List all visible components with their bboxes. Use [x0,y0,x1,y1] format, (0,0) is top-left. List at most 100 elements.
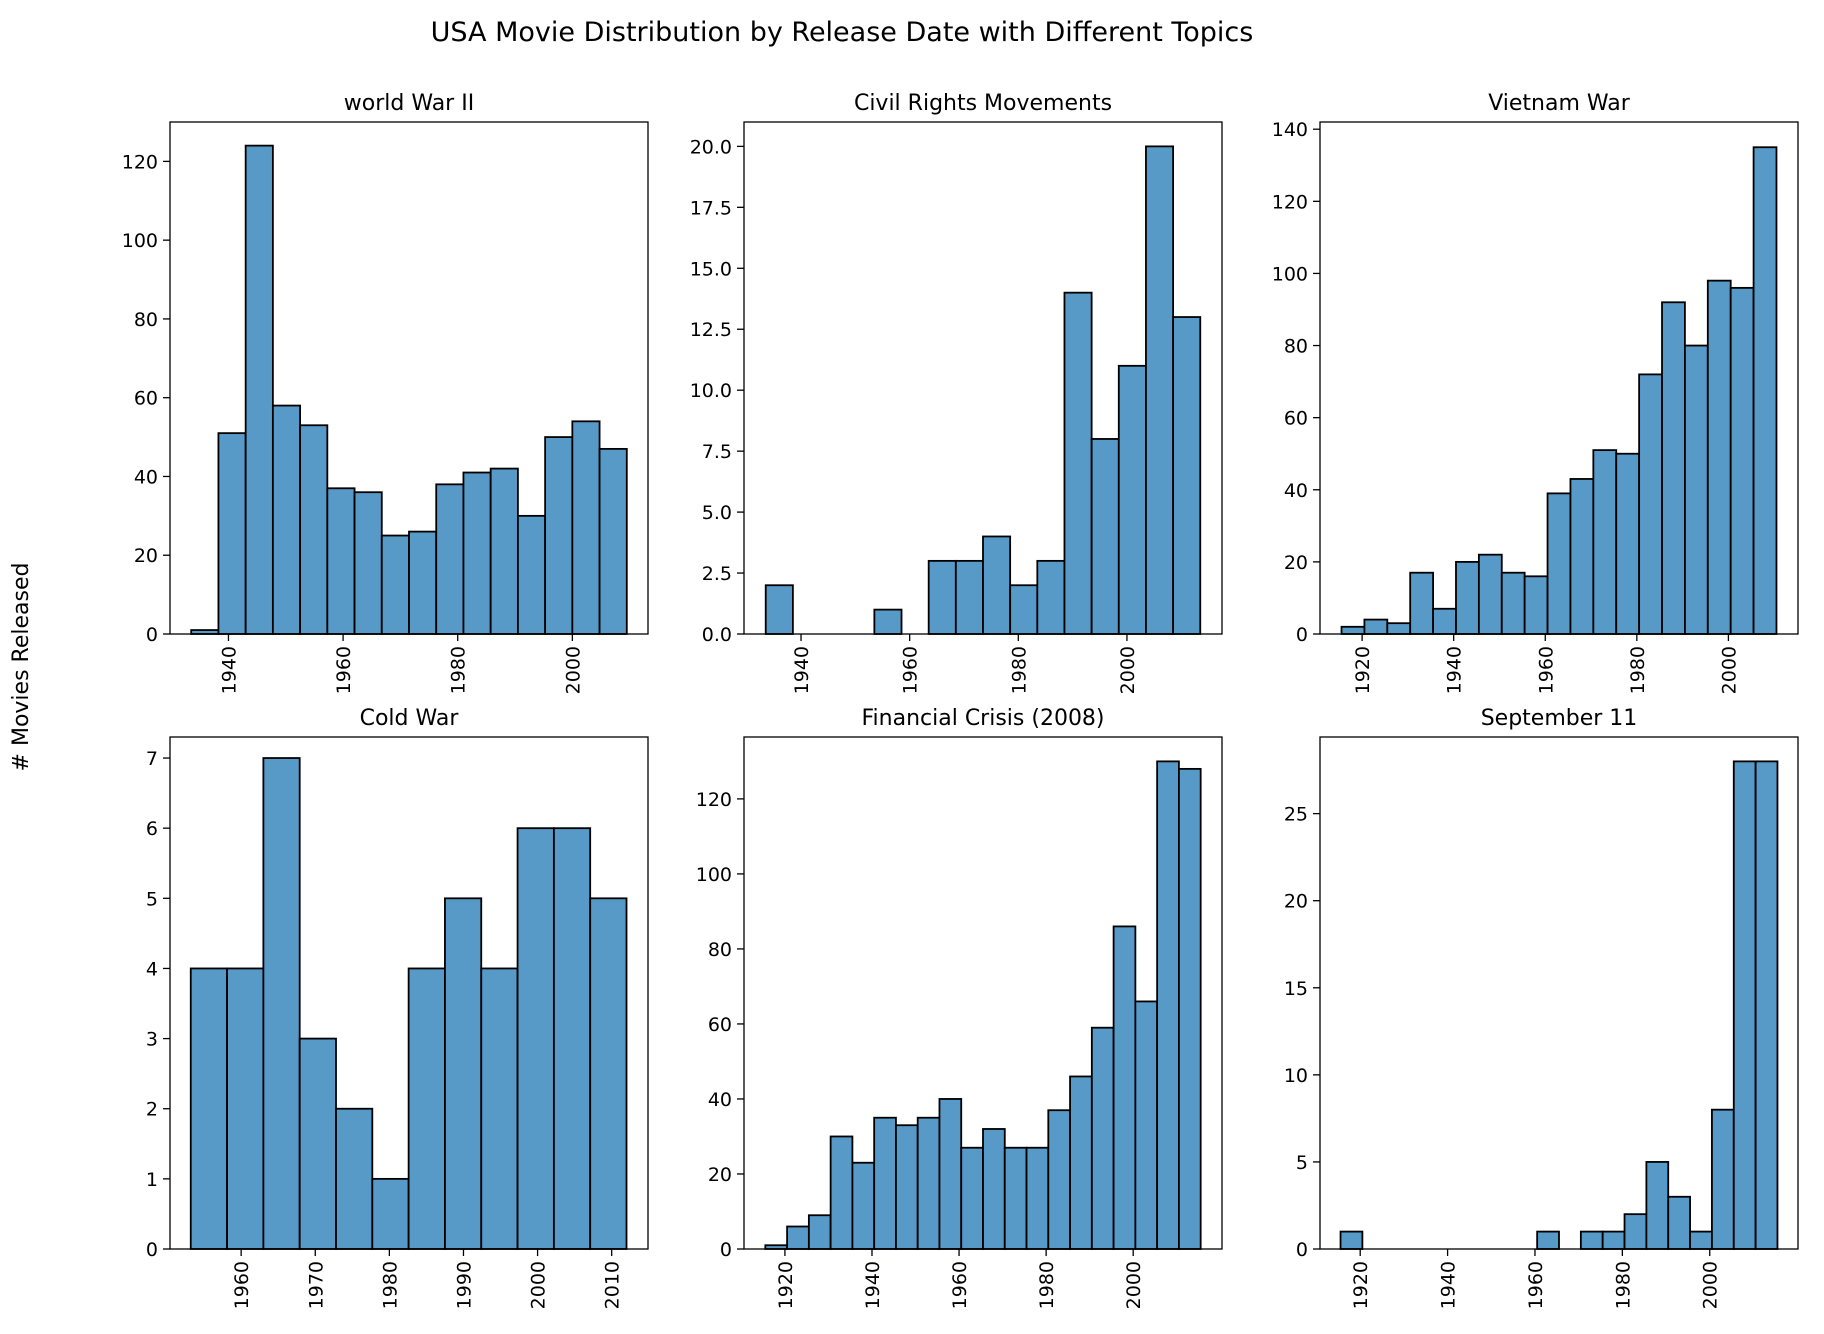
histogram-bar [1684,344,1709,635]
histogram-bar [873,608,903,635]
y-tick-label: 5.0 [702,502,732,524]
histogram-bar [299,424,329,635]
histogram-bar [786,1225,810,1250]
histogram-bar [435,483,465,635]
x-tick-label: 1960 [1525,1261,1547,1309]
histogram-bar [1579,1230,1604,1250]
y-tick-label: 100 [122,230,158,252]
histogram-bar [1340,625,1366,635]
histogram-bar [226,967,265,1250]
histogram-bar [516,514,547,635]
y-tick-label: 15.0 [690,258,732,280]
y-tick-label: 80 [1284,336,1308,358]
y-tick-label: 40 [1284,480,1308,502]
histogram-bar [189,967,228,1250]
histogram-bar [1090,438,1120,635]
y-tick-label: 3 [146,1029,158,1051]
subplot-1: world War II 0 20 40 60 80 100 120 1940 1960 1980 2… [122,91,649,694]
y-tick-label: 17.5 [690,197,732,219]
x-tick-label: 1940 [1444,646,1466,694]
y-tick-label: 0 [146,624,158,646]
histogram-bar [1409,571,1434,635]
histogram-bar [1455,560,1480,635]
y-tick-label: 10 [1284,1065,1308,1087]
x-tick-label: 1920 [1350,1261,1372,1309]
y-tick-label: 20 [708,1164,732,1186]
y-tick-label: 25 [1284,804,1308,826]
histogram-bar [1145,145,1175,635]
histogram-bar [1477,553,1503,635]
x-tick-label: 1980 [448,646,470,694]
y-tick-label: 100 [696,864,732,886]
histogram-bar [408,530,438,635]
y-tick-label: 60 [134,388,158,410]
histogram-bar [1667,1195,1691,1250]
x-tick-label: 1980 [1036,1261,1058,1309]
histogram-bar [1156,760,1180,1250]
histogram-bar [829,1135,854,1250]
y-tick-label: 20 [134,545,158,567]
figure-title: USA Movie Distribution by Release Date w… [431,17,1254,48]
x-tick-label: 1960 [231,1261,253,1309]
histogram-bar [571,420,601,635]
y-tick-label: 7.5 [702,441,732,463]
x-tick-label: 1960 [949,1261,971,1309]
histogram-bar [1339,1230,1364,1250]
histogram-bar [1592,449,1618,635]
x-tick-label: 1940 [218,646,240,694]
y-tick-label: 4 [146,958,158,980]
histogram-bar [1623,1213,1648,1250]
subplot-title: Vietnam War [1488,91,1631,116]
histogram-bar [960,1146,984,1250]
histogram-bar [1117,364,1147,635]
y-tick-label: 0 [1296,1239,1308,1261]
subplot-3: Vietnam War 0 20 40 60 80 100 120 140 1920 1940 196… [1272,91,1799,694]
histogram-bar [1711,1108,1735,1250]
x-tick-label: 2000 [1718,646,1740,694]
histogram-bar [1036,559,1066,635]
y-tick-label: 80 [708,939,732,961]
x-tick-label: 1980 [379,1261,401,1309]
y-tick-label: 20 [1284,891,1308,913]
histogram-bar [544,436,574,635]
y-tick-label: 100 [1272,263,1308,285]
histogram-bar [1601,1230,1626,1250]
histogram-bar [598,447,628,635]
histogram-bar [335,1107,374,1250]
y-tick-label: 5 [1296,1152,1308,1174]
x-tick-label: 1920 [1352,646,1374,694]
histogram-bar [807,1214,832,1250]
subplot-2: Civil Rights Movements 0.0 2.5 5.0 7.5 10.0 12… [690,91,1223,694]
x-tick-label: 1940 [862,1261,884,1309]
histogram-bar [916,1116,941,1250]
histogram-bar [1645,1161,1670,1250]
histogram-bar [873,1116,897,1250]
histogram-bar [1689,1230,1713,1250]
y-tick-label: 2 [146,1099,158,1121]
y-tick-label: 5 [146,888,158,910]
histogram-bar [851,1161,876,1250]
x-tick-label: 1940 [791,646,813,694]
y-tick-label: 0.0 [702,624,732,646]
y-tick-label: 1 [146,1169,158,1191]
y-tick-label: 2.5 [702,563,732,585]
subplot-title: Cold War [360,706,460,731]
histogram-bar [1003,1146,1028,1250]
y-tick-label: 7 [146,748,158,770]
histogram-bar [1432,607,1457,635]
subplot-title: Financial Crisis (2008) [861,706,1104,731]
histogram-bar [1009,584,1039,635]
axes-frame [1319,736,1799,1250]
histogram-bar [1363,618,1389,635]
axes-frame [169,121,649,635]
histogram-bar [1523,575,1549,635]
histogram-bar [407,967,446,1250]
y-tick-label: 40 [134,466,158,488]
histogram-bar [1047,1109,1071,1250]
x-tick-label: 1960 [900,646,922,694]
histogram-bar [1069,1075,1093,1250]
y-tick-label: 120 [1272,191,1308,213]
histogram-bar [1732,760,1757,1250]
histogram-bar [1615,452,1641,635]
histogram-bar [353,491,383,635]
